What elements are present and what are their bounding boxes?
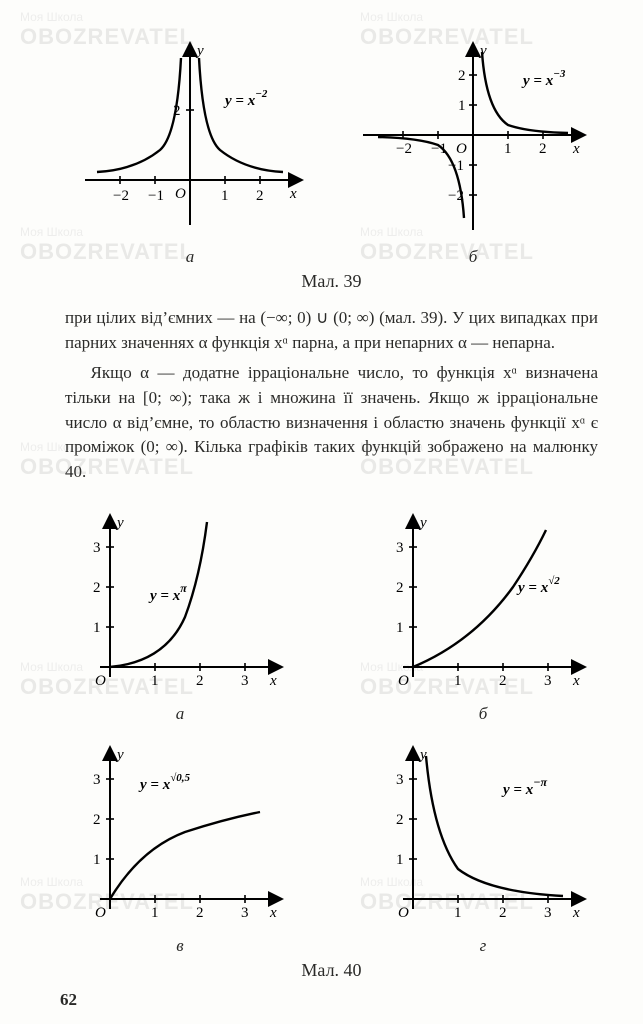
svg-text:3: 3	[396, 540, 404, 556]
svg-text:1: 1	[396, 852, 404, 868]
origin-label: O	[175, 186, 186, 202]
svg-text:y: y	[115, 747, 124, 763]
figure-39-row: −2 −1 1 2 2 y x O y = x−2 а	[65, 30, 598, 267]
svg-text:O: O	[456, 141, 467, 157]
svg-text:1: 1	[151, 673, 159, 689]
svg-text:2: 2	[93, 812, 101, 828]
figure-40a-sub: а	[65, 704, 295, 724]
svg-text:y: y	[478, 43, 487, 59]
paragraph-2: Якщо α — додатне ірраціональне число, то…	[65, 361, 598, 484]
svg-text:y = x√2: y = x√2	[516, 575, 560, 596]
svg-text:3: 3	[241, 673, 249, 689]
svg-text:2: 2	[396, 812, 404, 828]
figure-40a: 1 2 3 1 2 3 y x O y = xπ а	[65, 502, 295, 724]
svg-text:1: 1	[504, 141, 512, 157]
svg-text:−2: −2	[113, 188, 129, 204]
svg-text:O: O	[95, 673, 106, 689]
axis-y-label: y	[195, 43, 204, 59]
svg-text:1: 1	[93, 620, 101, 636]
svg-text:2: 2	[499, 905, 507, 921]
svg-text:O: O	[95, 905, 106, 921]
svg-text:x: x	[572, 141, 580, 157]
svg-text:3: 3	[93, 772, 101, 788]
svg-text:O: O	[398, 905, 409, 921]
figure-40-row1: 1 2 3 1 2 3 y x O y = xπ а 1 2 3	[65, 502, 598, 724]
svg-text:1: 1	[454, 673, 462, 689]
svg-text:2: 2	[396, 580, 404, 596]
svg-text:x: x	[572, 905, 580, 921]
svg-text:2: 2	[458, 68, 466, 84]
figure-39b: −2 −1 1 2 1 2 −1 −2 y x O y = x	[348, 30, 598, 267]
svg-text:1: 1	[151, 905, 159, 921]
svg-text:y = x√0,5: y = x√0,5	[138, 772, 191, 793]
svg-text:2: 2	[196, 905, 204, 921]
axis-x-label: x	[289, 186, 297, 202]
svg-text:−2: −2	[396, 141, 412, 157]
svg-text:1: 1	[396, 620, 404, 636]
figure-40d-sub: г	[368, 936, 598, 956]
svg-text:3: 3	[544, 673, 552, 689]
svg-text:O: O	[398, 673, 409, 689]
figure-40c-sub: в	[65, 936, 295, 956]
svg-text:y: y	[418, 515, 427, 531]
svg-text:3: 3	[241, 905, 249, 921]
svg-text:x: x	[269, 673, 277, 689]
svg-text:2: 2	[499, 673, 507, 689]
svg-text:1: 1	[221, 188, 229, 204]
svg-text:x: x	[269, 905, 277, 921]
svg-text:2: 2	[196, 673, 204, 689]
svg-text:−1: −1	[148, 188, 164, 204]
svg-text:1: 1	[93, 852, 101, 868]
svg-text:y = xπ: y = xπ	[148, 581, 187, 604]
figure-40-row2: 1 2 3 1 2 3 y x O y = x√0,5 в 1 2 3	[65, 734, 598, 956]
figure-40b-sub: б	[368, 704, 598, 724]
svg-text:y = x−2: y = x−2	[223, 88, 268, 109]
svg-text:y = x−3: y = x−3	[521, 68, 566, 89]
figure-39-caption: Мал. 39	[65, 271, 598, 292]
figure-39a: −2 −1 1 2 2 y x O y = x−2 а	[65, 30, 315, 267]
svg-text:2: 2	[256, 188, 264, 204]
figure-39a-sub: а	[65, 247, 315, 267]
figure-40d: 1 2 3 1 2 3 y x O y = x−π г	[368, 734, 598, 956]
svg-text:1: 1	[458, 98, 466, 114]
page-number: 62	[60, 990, 77, 1010]
svg-text:3: 3	[396, 772, 404, 788]
svg-text:y = x−π: y = x−π	[501, 775, 547, 798]
figure-40b: 1 2 3 1 2 3 y x O y = x√2 б	[368, 502, 598, 724]
svg-text:2: 2	[93, 580, 101, 596]
svg-text:3: 3	[93, 540, 101, 556]
svg-text:1: 1	[454, 905, 462, 921]
figure-40c: 1 2 3 1 2 3 y x O y = x√0,5 в	[65, 734, 295, 956]
paragraph-1: при цілих від’ємних — на (−∞; 0) ∪ (0; ∞…	[65, 306, 598, 355]
figure-40-caption: Мал. 40	[65, 960, 598, 981]
svg-text:3: 3	[544, 905, 552, 921]
svg-text:2: 2	[539, 141, 547, 157]
svg-text:x: x	[572, 673, 580, 689]
figure-39b-sub: б	[348, 247, 598, 267]
svg-text:y: y	[418, 747, 427, 763]
svg-text:y: y	[115, 515, 124, 531]
